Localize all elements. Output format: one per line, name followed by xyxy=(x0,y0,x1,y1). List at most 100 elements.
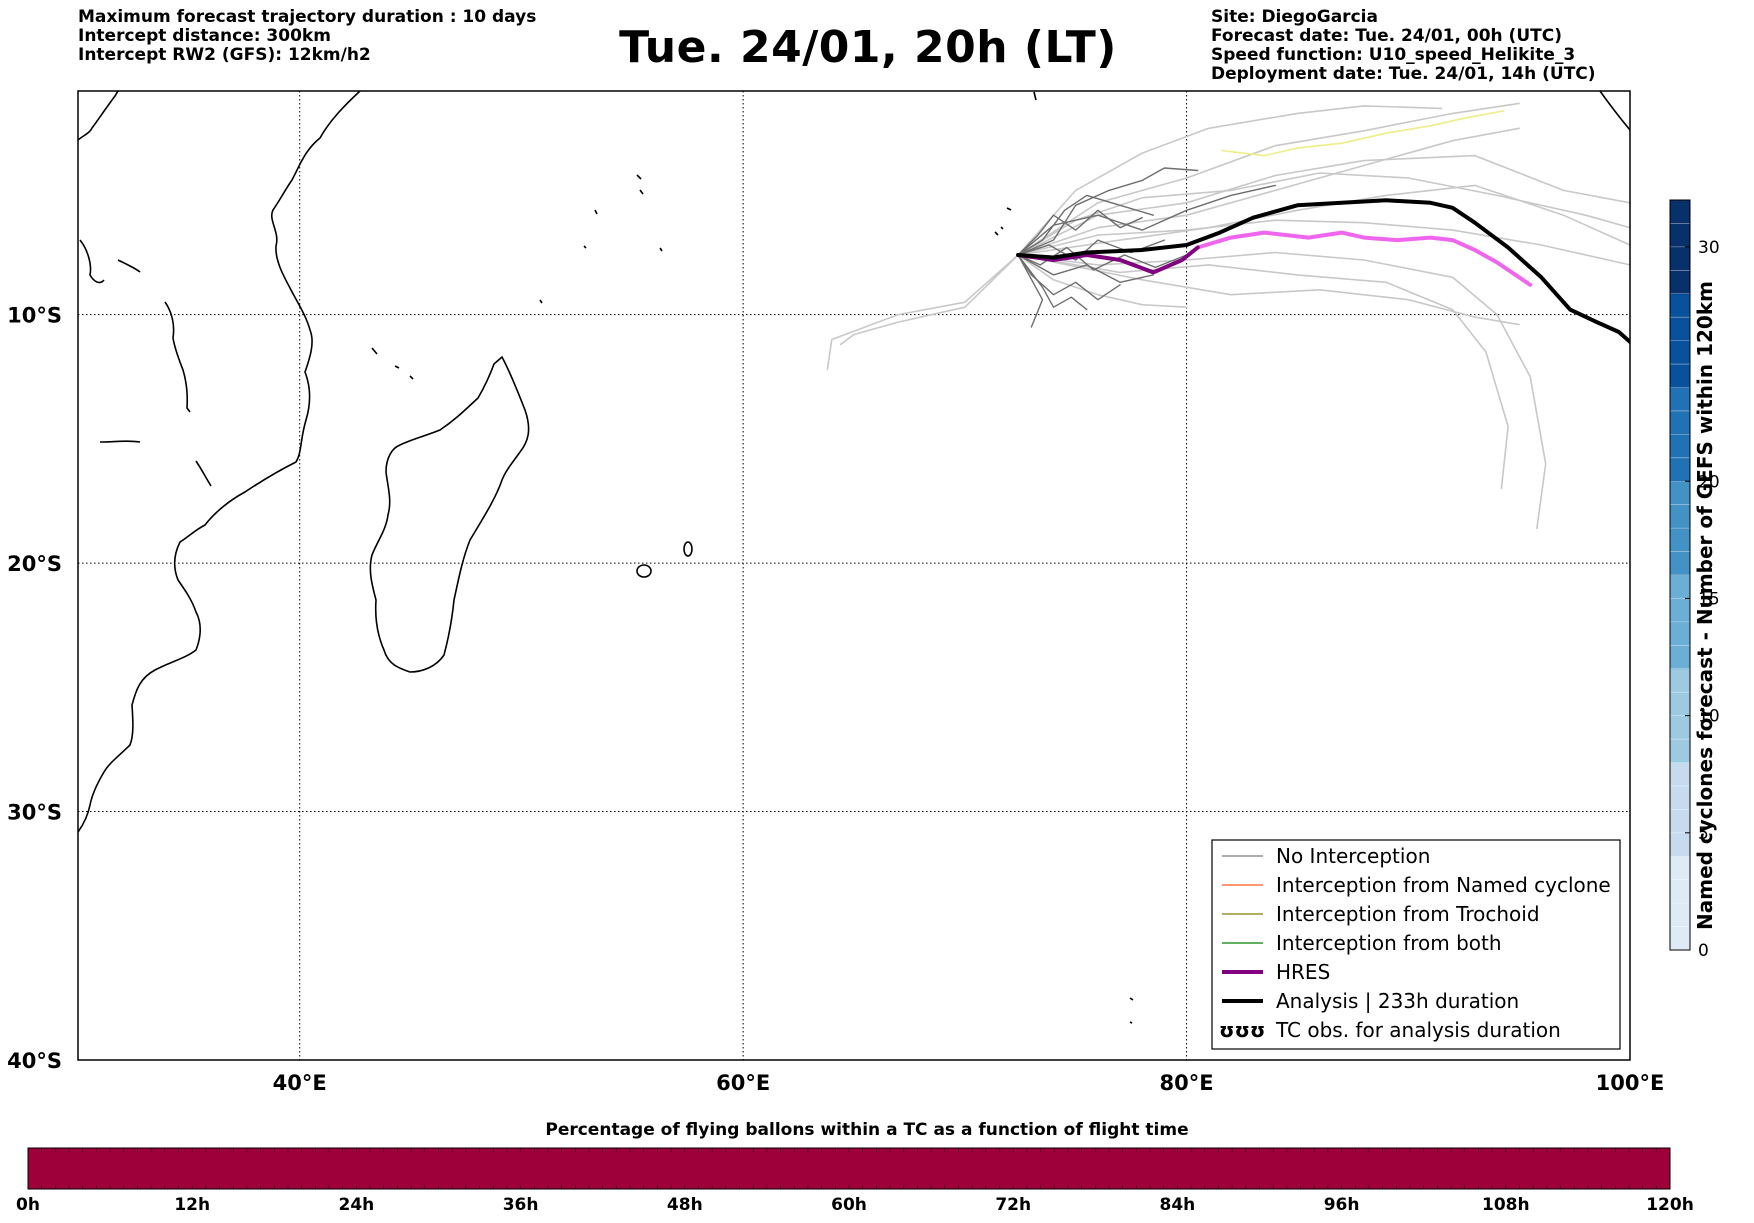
ensemble-track-dark xyxy=(1017,194,1154,256)
cyclone-colorbar-tick-label: 10 xyxy=(1698,707,1720,727)
ensemble-track-light xyxy=(1017,254,1188,308)
cyclone-colorbar-segment xyxy=(1670,621,1690,646)
flight-time-tick-label: 48h xyxy=(667,1195,703,1215)
legend-box xyxy=(1211,839,1621,1050)
cyclone-colorbar-title: Named cyclones forecast - Number of GEFS… xyxy=(1693,281,1717,930)
cyclone-colorbar-segment xyxy=(1670,293,1690,318)
latitude-tick-label: 40°S xyxy=(7,1049,62,1073)
header-right-line: Deployment date: Tue. 24/01, 14h (UTC) xyxy=(1211,64,1596,84)
cyclone-colorbar-tick-label: 0 xyxy=(1698,941,1709,961)
reunion-island xyxy=(636,564,652,578)
cyclone-colorbar-segment xyxy=(1670,528,1690,553)
ensemble-track-light xyxy=(839,254,1019,346)
cyclone-colorbar-segment xyxy=(1670,340,1690,365)
cyclone-colorbar-segment xyxy=(1670,575,1690,599)
header-right-line: Speed function: U10_speed_Helikite_3 xyxy=(1211,45,1576,65)
map-title-text: Tue. 24/01, 20h (LT) xyxy=(619,22,1117,73)
coastlines xyxy=(78,91,1630,1024)
ensemble-track-dark xyxy=(1017,184,1276,256)
legend-label-named-cyclone: Interception from Named cyclone xyxy=(1276,873,1611,897)
africa-coastline xyxy=(78,91,361,833)
cyclone-colorbar-segment xyxy=(1670,832,1690,857)
flight-time-tick-label: 36h xyxy=(503,1195,539,1215)
comoros-islands xyxy=(371,347,414,380)
lake-tanganyika xyxy=(164,301,191,413)
madagascar-coastline xyxy=(369,355,530,673)
ensemble-track-dark xyxy=(1017,246,1188,271)
east-african-coast-detail xyxy=(99,259,141,443)
header-right-line: Site: DiegoGarcia xyxy=(1211,7,1378,27)
legend-label-no-interception: No Interception xyxy=(1276,844,1430,868)
cyclone-colorbar-segment xyxy=(1670,715,1690,740)
cyclone-colorbar-segment xyxy=(1670,668,1690,693)
lake-malawi xyxy=(195,460,212,487)
ensemble-track-light xyxy=(826,254,1019,371)
cyclone-colorbar-segment xyxy=(1670,903,1690,928)
flight-time-tick-label: 0h xyxy=(16,1195,40,1215)
seychelles-islands xyxy=(539,174,663,304)
ensemble-track-light xyxy=(1017,154,1630,256)
ensemble-track-light xyxy=(1017,127,1520,256)
cyclone-colorbar-segment xyxy=(1670,785,1690,810)
flight-time-tick-label: 120h xyxy=(1646,1195,1694,1215)
header-left-line: Intercept distance: 300km xyxy=(78,26,331,46)
cyclone-colorbar-segment xyxy=(1670,645,1690,670)
sumatra-coastline xyxy=(1599,91,1630,131)
header-left-line: Intercept RW2 (GFS): 12km/h2 xyxy=(78,45,371,65)
cyclone-colorbar-tick-label: 15 xyxy=(1698,589,1720,609)
header-right-line: Forecast date: Tue. 24/01, 00h (UTC) xyxy=(1211,26,1562,46)
cyclone-colorbar-segment xyxy=(1670,598,1690,623)
legend-label-hres: HRES xyxy=(1276,960,1330,984)
flight-time-tick-label: 72h xyxy=(995,1195,1031,1215)
cyclone-colorbar-segment xyxy=(1670,410,1690,435)
flight-time-colorbar-bar xyxy=(27,1147,1671,1190)
cyclone-colorbar-segment xyxy=(1670,457,1690,482)
cyclone-colorbar: 0 5 10 15 20 30 xyxy=(1669,199,1720,961)
ensemble-track-light xyxy=(1017,102,1520,256)
longitude-tick-label: 80°E xyxy=(1160,1071,1214,1095)
cyclone-colorbar-segment xyxy=(1670,551,1690,576)
cyclone-colorbar-segment xyxy=(1670,762,1690,787)
legend-label-analysis: Analysis | 233h duration xyxy=(1276,989,1519,1013)
analysis-track xyxy=(1016,198,1630,344)
mauritius-island xyxy=(683,541,693,557)
cyclone-colorbar-segment xyxy=(1670,434,1690,459)
lake-victoria xyxy=(79,239,105,284)
trajectory-tracks xyxy=(826,102,1630,530)
cyclone-colorbar-frame xyxy=(1669,199,1691,951)
ensemble-track-dark xyxy=(1017,254,1044,328)
cyclone-colorbar-segment xyxy=(1670,481,1690,506)
cyclone-colorbar-segment xyxy=(1670,856,1690,881)
flight-time-tick-label: 96h xyxy=(1324,1195,1360,1215)
cyclone-colorbar-segment xyxy=(1670,504,1690,529)
flight-time-tick-label: 24h xyxy=(339,1195,375,1215)
axis-tick-labels: 40°E 60°E 80°E 100°E 10°S 20°S 30°S 40°S xyxy=(7,304,1664,1095)
cyclone-colorbar-segment xyxy=(1670,270,1690,295)
legend-label-both: Interception from both xyxy=(1276,931,1502,955)
ensemble-track-light xyxy=(1017,219,1630,266)
cyclone-colorbar-segment xyxy=(1670,692,1690,717)
ensemble-track-light xyxy=(1017,254,1520,326)
cyclone-colorbar-segment xyxy=(1670,317,1690,342)
cyclone-colorbar-segment xyxy=(1670,223,1690,248)
latitude-tick-label: 10°S xyxy=(7,304,62,328)
flight-time-tick-label: 12h xyxy=(174,1195,210,1215)
maldives-islands xyxy=(994,91,1037,236)
ensemble-track-dark xyxy=(1017,209,1143,256)
flight-time-colorbar-title: Percentage of flying ballons within a TC… xyxy=(545,1120,1188,1140)
cyclone-colorbar-segment xyxy=(1670,809,1690,834)
latitude-tick-label: 20°S xyxy=(7,552,62,576)
cyclone-colorbar-segment xyxy=(1670,926,1690,951)
flight-time-tick-label: 60h xyxy=(831,1195,867,1215)
latitude-tick-label: 30°S xyxy=(7,801,62,825)
ensemble-track-dark xyxy=(1017,254,1088,311)
ensemble-track-light xyxy=(1017,105,1443,256)
cyclone-colorbar-tick-label: 30 xyxy=(1698,238,1720,258)
hres-track xyxy=(1016,245,1200,275)
amsterdam-islands xyxy=(1129,997,1134,1024)
header-left-info: Maximum forecast trajectory duration : 1… xyxy=(78,8,536,65)
graticule xyxy=(78,91,1630,1060)
ensemble-track-dark xyxy=(1017,167,1199,256)
map-title: Tue. 24/01, 20h (LT) xyxy=(0,22,1754,73)
